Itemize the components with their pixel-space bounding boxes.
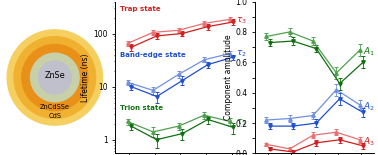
Text: $A_1$: $A_1$ xyxy=(363,45,375,58)
Text: ZnSe: ZnSe xyxy=(45,71,65,80)
Text: $\tau_2$: $\tau_2$ xyxy=(236,48,247,59)
Text: Trion state: Trion state xyxy=(121,105,164,111)
Circle shape xyxy=(7,30,102,125)
Text: Band-edge state: Band-edge state xyxy=(121,52,186,58)
Text: $A_2$: $A_2$ xyxy=(363,100,375,113)
Text: ZnCdSSe: ZnCdSSe xyxy=(40,104,70,110)
Text: CdS: CdS xyxy=(48,113,61,119)
Circle shape xyxy=(31,53,79,102)
Circle shape xyxy=(22,44,88,111)
Text: $\tau_1$: $\tau_1$ xyxy=(236,117,247,128)
Circle shape xyxy=(38,61,71,94)
Text: $A_3$: $A_3$ xyxy=(363,135,375,148)
Text: Trap state: Trap state xyxy=(121,6,161,12)
Y-axis label: Component amplitude: Component amplitude xyxy=(223,35,232,120)
Text: $\tau_3$: $\tau_3$ xyxy=(236,15,247,26)
Y-axis label: Lifetime (ns): Lifetime (ns) xyxy=(81,53,90,102)
Circle shape xyxy=(14,37,96,118)
